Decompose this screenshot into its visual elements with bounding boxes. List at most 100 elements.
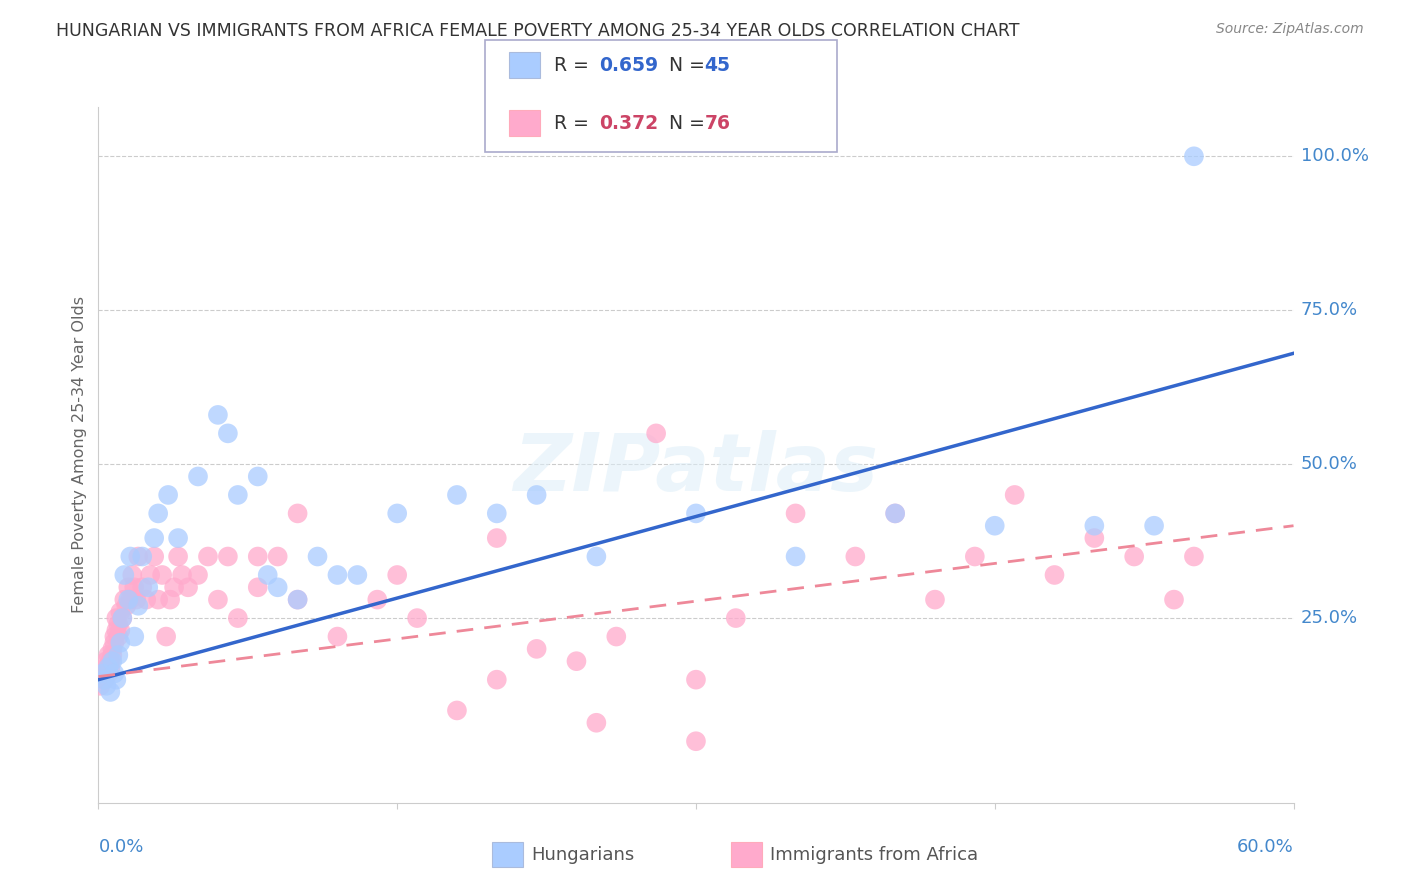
Point [124, 630, 146, 644]
Point [307, 549, 329, 564]
Point [924, 592, 946, 607]
Point [207, 592, 229, 607]
Point [172, 568, 194, 582]
Point [844, 549, 866, 564]
Point [105, 673, 128, 687]
Point [103, 636, 125, 650]
Point [197, 549, 219, 564]
Point [131, 549, 153, 564]
Text: 100.0%: 100.0% [1301, 147, 1368, 165]
Point [1182, 149, 1205, 163]
Point [110, 624, 132, 638]
Point [105, 611, 128, 625]
Text: Immigrants from Africa: Immigrants from Africa [770, 846, 979, 863]
Text: 76: 76 [704, 113, 730, 133]
Point [246, 469, 269, 483]
Point [143, 549, 166, 564]
Text: N =: N = [657, 55, 710, 75]
Point [167, 531, 190, 545]
Point [1123, 549, 1146, 564]
Point [485, 507, 508, 521]
Point [217, 549, 239, 564]
Point [287, 592, 309, 607]
Point [148, 592, 170, 607]
Text: HUNGARIAN VS IMMIGRANTS FROM AFRICA FEMALE POVERTY AMONG 25-34 YEAR OLDS CORRELA: HUNGARIAN VS IMMIGRANTS FROM AFRICA FEMA… [56, 22, 1019, 40]
Point [93, 673, 115, 687]
Point [139, 568, 162, 582]
Text: ZIPatlas: ZIPatlas [513, 430, 879, 508]
Point [1163, 592, 1185, 607]
Text: Source: ZipAtlas.com: Source: ZipAtlas.com [1216, 22, 1364, 37]
Point [1083, 518, 1105, 533]
Point [117, 580, 139, 594]
Point [884, 507, 907, 521]
Point [93, 673, 115, 687]
Point [385, 568, 409, 582]
Point [115, 599, 138, 613]
Text: 0.372: 0.372 [599, 113, 658, 133]
Point [685, 734, 707, 748]
Point [246, 580, 269, 594]
Point [105, 624, 128, 638]
Point [107, 630, 129, 644]
Point [111, 611, 134, 625]
Point [207, 408, 229, 422]
Point [96, 679, 118, 693]
Point [96, 660, 118, 674]
Point [406, 611, 429, 625]
Point [346, 568, 368, 582]
Text: 50.0%: 50.0% [1301, 455, 1357, 473]
Point [107, 617, 129, 632]
Point [91, 666, 114, 681]
Point [526, 641, 548, 656]
Point [107, 648, 129, 662]
Point [125, 592, 148, 607]
Point [97, 660, 120, 674]
Point [112, 568, 135, 582]
Point [267, 549, 290, 564]
Point [155, 630, 177, 644]
Point [1083, 531, 1105, 545]
Point [101, 641, 124, 656]
Point [724, 611, 747, 625]
Point [148, 507, 170, 521]
Point [226, 611, 249, 625]
Point [177, 580, 200, 594]
Point [124, 580, 146, 594]
Point [101, 654, 124, 668]
Point [267, 580, 290, 594]
Point [131, 580, 153, 594]
Point [256, 568, 278, 582]
Point [785, 507, 807, 521]
Text: 25.0%: 25.0% [1301, 609, 1358, 627]
Point [97, 648, 120, 662]
Text: N =: N = [657, 113, 710, 133]
Point [159, 592, 181, 607]
Point [96, 654, 118, 668]
Point [326, 568, 349, 582]
Point [983, 518, 1005, 533]
Point [326, 630, 349, 644]
Point [1043, 568, 1066, 582]
Text: Hungarians: Hungarians [531, 846, 634, 863]
Point [167, 549, 190, 564]
Point [110, 636, 132, 650]
Point [103, 630, 125, 644]
Text: R =: R = [554, 113, 595, 133]
Point [485, 531, 508, 545]
Point [217, 426, 239, 441]
Point [585, 715, 607, 730]
Text: 75.0%: 75.0% [1301, 301, 1358, 319]
Text: 60.0%: 60.0% [1237, 838, 1294, 856]
Point [91, 666, 114, 681]
Point [446, 703, 468, 717]
Point [127, 549, 149, 564]
Point [226, 488, 249, 502]
Point [246, 549, 269, 564]
Point [187, 568, 209, 582]
Point [605, 630, 627, 644]
Text: 0.0%: 0.0% [98, 838, 143, 856]
Point [385, 507, 409, 521]
Point [97, 666, 120, 681]
Point [143, 531, 166, 545]
